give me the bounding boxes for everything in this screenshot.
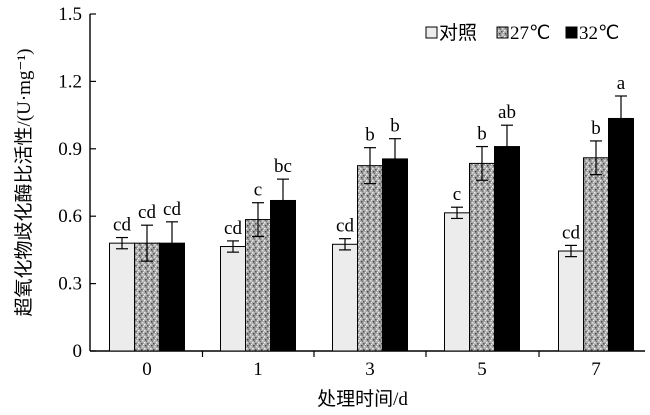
y-tick-label: 0.6 bbox=[58, 206, 82, 227]
bar bbox=[444, 212, 470, 352]
significance-label: cd bbox=[113, 215, 131, 236]
legend-label: 32℃ bbox=[579, 23, 619, 44]
significance-label: bc bbox=[274, 156, 292, 177]
bar bbox=[332, 243, 358, 352]
bar bbox=[382, 158, 408, 352]
bar bbox=[608, 117, 634, 352]
x-tick-label: 0 bbox=[142, 359, 152, 380]
bar bbox=[558, 250, 584, 352]
significance-label: b bbox=[390, 116, 400, 137]
bar bbox=[469, 162, 495, 352]
legend-swatch bbox=[425, 26, 438, 39]
significance-label: a bbox=[617, 73, 626, 94]
y-tick-label: 0 bbox=[73, 341, 83, 362]
significance-label: cd bbox=[224, 218, 242, 239]
y-tick-label: 1.2 bbox=[58, 71, 82, 92]
significance-label: b bbox=[591, 118, 601, 139]
significance-label: cd bbox=[163, 199, 181, 220]
bar bbox=[357, 165, 383, 352]
y-tick-label: 0.3 bbox=[58, 274, 82, 295]
legend-swatch bbox=[565, 26, 578, 39]
x-axis-title: 处理时间/d bbox=[317, 388, 408, 410]
y-tick-label: 0.9 bbox=[58, 139, 82, 160]
bar bbox=[245, 219, 271, 352]
significance-label: c bbox=[453, 184, 461, 205]
significance-label: b bbox=[477, 124, 487, 145]
significance-label: ab bbox=[498, 102, 516, 123]
legend-label: 27℃ bbox=[510, 23, 550, 44]
significance-label: cd bbox=[138, 202, 156, 223]
significance-label: cd bbox=[562, 222, 580, 243]
y-tick-label: 1.5 bbox=[58, 4, 82, 25]
x-tick-label: 5 bbox=[477, 359, 487, 380]
legend-label: 对照 bbox=[439, 22, 477, 44]
bar bbox=[270, 199, 296, 352]
bar bbox=[494, 146, 520, 352]
legend-swatch bbox=[496, 26, 509, 39]
y-axis-title: 超氧化物歧化酶比活性/(U·mg⁻¹) bbox=[13, 49, 35, 317]
significance-label: c bbox=[254, 180, 262, 201]
significance-label: b bbox=[365, 125, 375, 146]
bar bbox=[220, 246, 246, 352]
bar bbox=[583, 157, 609, 352]
x-tick-label: 7 bbox=[591, 359, 601, 380]
significance-label: cd bbox=[336, 216, 354, 237]
x-tick-label: 3 bbox=[365, 359, 375, 380]
bar bbox=[109, 242, 135, 352]
x-tick-label: 1 bbox=[253, 359, 263, 380]
